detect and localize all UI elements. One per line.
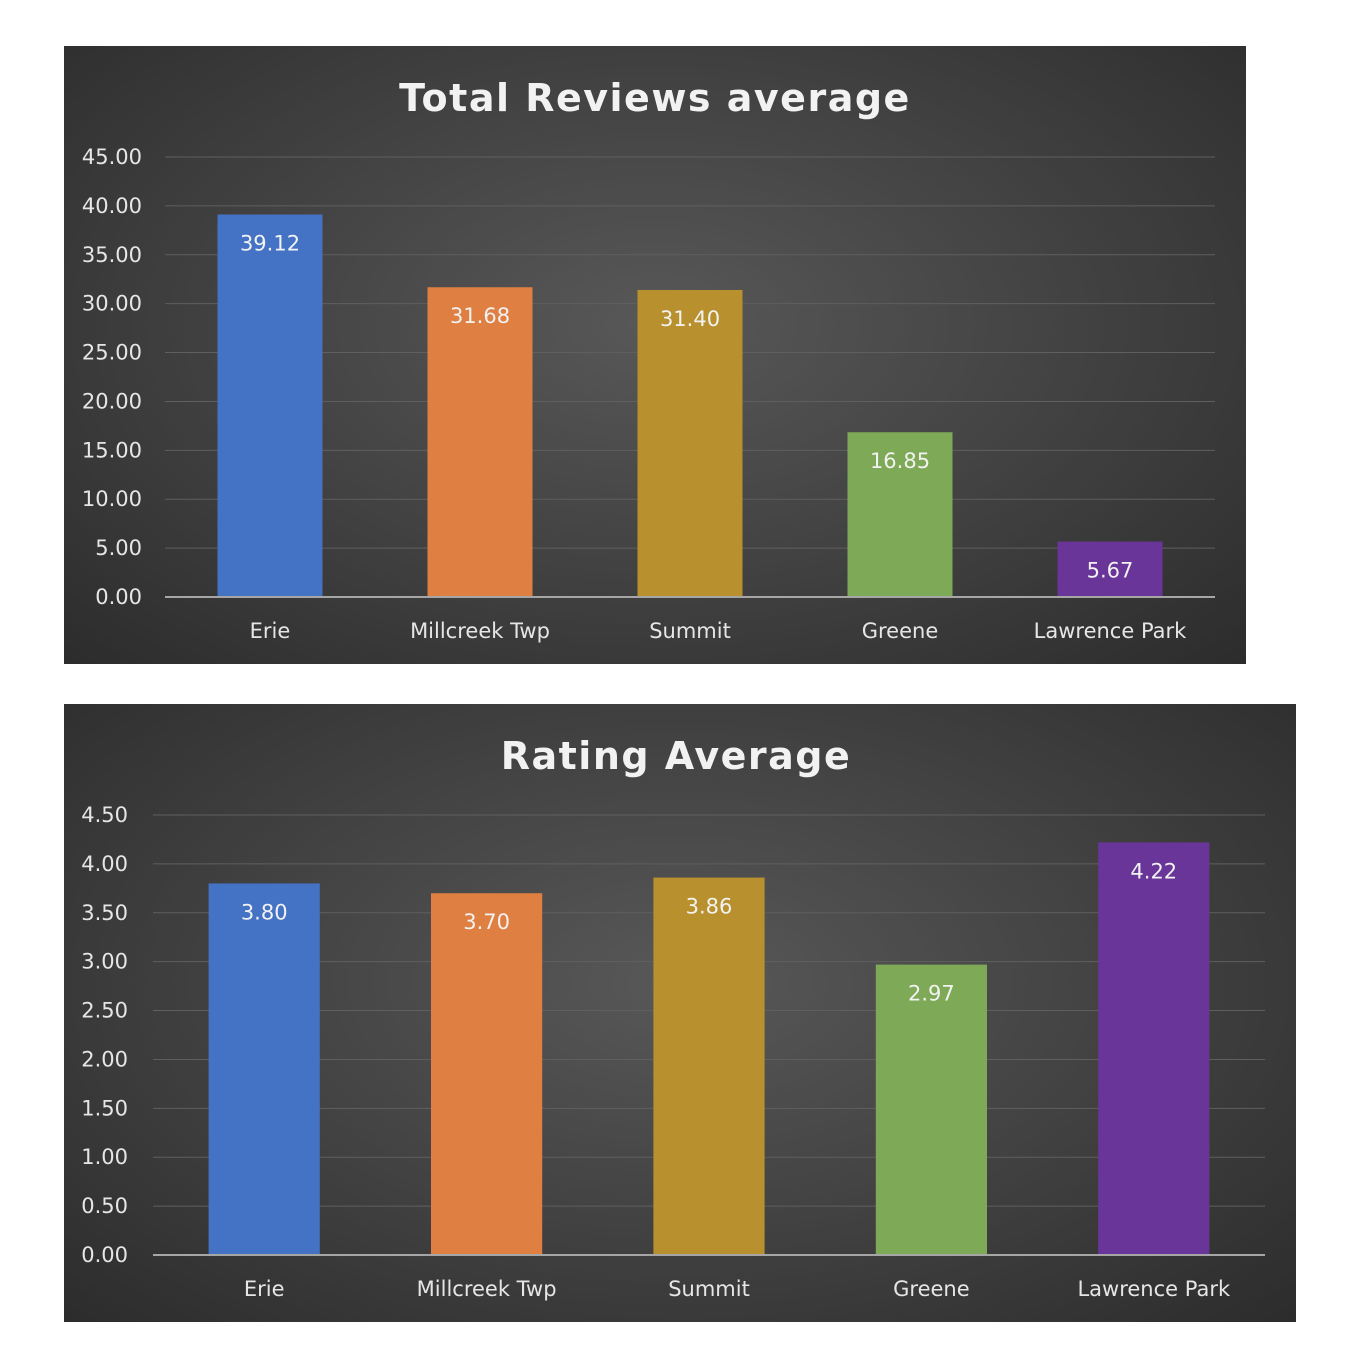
total-reviews-chart: Total Reviews average 0.00 5.00 10.00 15.00…: [64, 46, 1246, 664]
data-label: 3.86: [686, 895, 733, 919]
y-tick-label: 10.00: [82, 487, 142, 511]
y-tick-label: 2.00: [81, 1047, 128, 1071]
x-category-label: Lawrence Park: [1034, 619, 1188, 643]
total-reviews-chart-svg: Total Reviews average 0.00 5.00 10.00 15.00…: [82, 76, 1215, 643]
x-category-label: Lawrence Park: [1077, 1277, 1231, 1301]
x-category-label: Millcreek Twp: [410, 619, 550, 643]
x-category-label: Greene: [893, 1277, 970, 1301]
y-tick-label: 5.00: [95, 536, 142, 560]
rating-average-chart: Rating Average 0.00 0.50 1.00 1.50 2.00 2.50 3…: [64, 704, 1296, 1322]
y-tick-label: 3.00: [81, 950, 128, 974]
y-tick-label: 1.00: [81, 1145, 128, 1169]
data-label: 39.12: [240, 231, 300, 255]
data-label: 16.85: [870, 449, 930, 473]
y-tick-label: 3.50: [81, 901, 128, 925]
bar: [208, 883, 320, 1255]
x-category-label: Millcreek Twp: [417, 1277, 557, 1301]
bar: [427, 287, 533, 597]
data-label: 5.67: [1087, 559, 1134, 583]
y-tick-label: 4.00: [81, 852, 128, 876]
y-tick-label: 15.00: [82, 438, 142, 462]
data-label: 3.80: [241, 900, 288, 924]
bar: [431, 893, 543, 1255]
data-label: 4.22: [1130, 859, 1177, 883]
y-tick-label: 2.50: [81, 999, 128, 1023]
bar: [847, 432, 953, 597]
y-tick-label: 20.00: [82, 389, 142, 413]
y-tick-label: 0.00: [95, 585, 142, 609]
bar: [1057, 541, 1163, 597]
y-tick-label: 4.50: [81, 803, 128, 827]
data-label: 31.68: [450, 304, 510, 328]
bar: [637, 289, 743, 597]
bar: [653, 877, 765, 1255]
y-tick-label: 40.00: [82, 194, 142, 218]
bar: [875, 964, 987, 1255]
y-tick-label: 45.00: [82, 145, 142, 169]
x-category-label: Summit: [668, 1277, 750, 1301]
y-tick-label: 1.50: [81, 1096, 128, 1120]
y-tick-label: 35.00: [82, 243, 142, 267]
chart-title: Total Reviews average: [399, 76, 911, 120]
y-tick-label: 25.00: [82, 341, 142, 365]
y-tick-label: 30.00: [82, 292, 142, 316]
y-tick-label: 0.00: [81, 1243, 128, 1267]
data-label: 2.97: [908, 982, 955, 1006]
chart-title: Rating Average: [501, 734, 852, 778]
bar: [1098, 842, 1210, 1255]
bar: [217, 214, 323, 597]
data-label: 31.40: [660, 307, 720, 331]
data-label: 3.70: [463, 910, 510, 934]
x-category-label: Summit: [649, 619, 731, 643]
x-category-label: Erie: [250, 619, 291, 643]
y-tick-label: 0.50: [81, 1194, 128, 1218]
rating-average-chart-svg: Rating Average 0.00 0.50 1.00 1.50 2.00 2.50 3…: [81, 734, 1265, 1301]
x-category-label: Erie: [244, 1277, 285, 1301]
x-category-label: Greene: [862, 619, 939, 643]
